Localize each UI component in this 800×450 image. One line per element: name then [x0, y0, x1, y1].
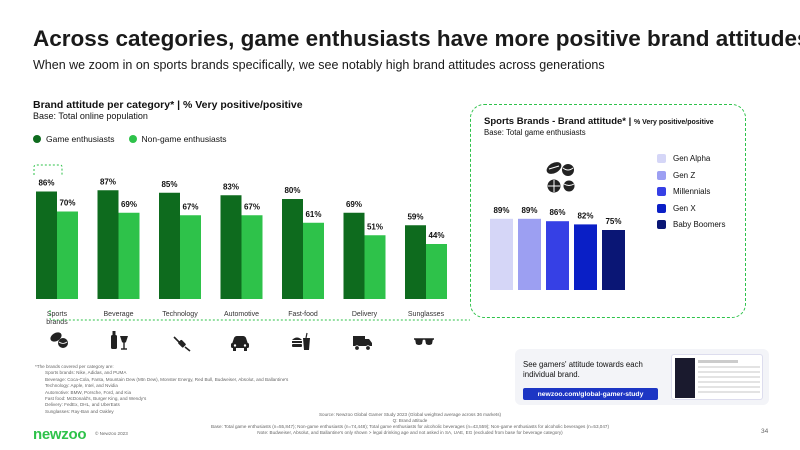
category-label: Sports	[47, 311, 68, 318]
technology-icon	[170, 331, 192, 353]
bar-game-enthusiasts-delivery	[343, 212, 365, 299]
legend-label: Millennials	[673, 187, 711, 196]
right-chart-legend: Gen Alpha Gen Z Millennials Gen X Baby B…	[657, 151, 725, 234]
data-label: 86%	[38, 179, 54, 188]
source-line: Note: Budweiser, Absolut, and Ballantine…	[257, 430, 563, 435]
data-label: 67%	[244, 202, 260, 211]
data-label: 44%	[428, 231, 444, 240]
fast-food-icon	[290, 330, 312, 352]
legend-label: Gen Alpha	[673, 154, 711, 163]
bar-game-enthusiasts-beverage	[97, 190, 119, 299]
legend-item-millennials: Millennials	[657, 184, 725, 199]
footnote-heading: *The brands covered per category are:	[35, 364, 114, 369]
source-note: Source: Newzoo Global Gamer Study 2023 (…	[210, 412, 610, 436]
delivery-icon	[351, 331, 373, 353]
source-line: Source: Newzoo Global Gamer Study 2023 (…	[318, 412, 502, 417]
right-chart-title-main: Sports Brands - Brand attitude* |	[484, 116, 632, 127]
source-line: Q: Brand attitude	[392, 418, 428, 423]
category-label: Automotive	[224, 311, 259, 318]
automotive-icon	[229, 331, 251, 353]
sports-highlight-bracket	[33, 164, 63, 175]
beverage-icon	[108, 329, 130, 351]
bar-non-game-enthusiasts-sports-brands	[57, 211, 78, 299]
sports-balls-icon	[543, 159, 577, 195]
legend-label: Non-game enthusiasts	[141, 134, 227, 144]
data-label: 85%	[161, 180, 177, 189]
right-chart-title: Sports Brands - Brand attitude* | % Very…	[484, 116, 714, 127]
data-label: 69%	[346, 200, 362, 209]
right-chart-title-measure: % Very positive/positive	[633, 119, 714, 126]
category-label: brands	[46, 319, 68, 326]
data-label: 87%	[100, 177, 116, 186]
newzoo-logo: newzoo	[33, 426, 87, 443]
callout-connector	[49, 310, 470, 321]
right-chart-base: Base: Total game enthusiasts	[484, 128, 586, 137]
promo-link-button[interactable]: newzoo.com/global-gamer-study	[523, 388, 658, 400]
bar-non-game-enthusiasts-beverage	[118, 212, 140, 299]
legend-swatch	[657, 203, 666, 213]
bar-game-enthusiasts-technology	[159, 192, 180, 299]
footnote-item: Sports brands: Nike, Adidas, and PUMA	[45, 370, 127, 376]
sports-brands-panel	[470, 104, 746, 318]
sunglasses-icon	[413, 331, 435, 353]
bar-non-game-enthusiasts-technology	[180, 215, 201, 299]
report-thumbnail	[671, 354, 763, 400]
data-label: 70%	[59, 199, 75, 208]
legend-item-baby-boomers: Baby Boomers	[657, 217, 725, 232]
data-label: 61%	[305, 210, 321, 219]
footnote-item: Beverage: Coca-Cola, Fanta, Mountain Dew…	[45, 376, 289, 382]
left-chart-base: Base: Total online population	[33, 111, 148, 121]
bar-game-enthusiasts-sports-brands	[36, 191, 57, 299]
category-label: Beverage	[104, 311, 134, 318]
bar-non-game-enthusiasts-sunglasses	[426, 244, 447, 299]
promo-text: See gamers' attitude towards each indivi…	[523, 360, 643, 379]
legend-label: Gen Z	[673, 170, 696, 180]
category-label: Sunglasses	[408, 311, 445, 318]
footnote: *The brands covered per category are: Sp…	[35, 364, 288, 415]
bar-non-game-enthusiasts-automotive	[241, 215, 263, 299]
page-number: 34	[761, 428, 769, 435]
left-chart-legend: Game enthusiasts Non-game enthusiasts	[33, 134, 227, 144]
footnote-item: Sunglasses: Ray-Ban and Oakley	[45, 408, 114, 414]
data-label: 80%	[284, 186, 300, 195]
bar-game-enthusiasts-fast-food	[282, 199, 303, 299]
category-label: Fast-food	[288, 311, 318, 318]
bar-non-game-enthusiasts-delivery	[364, 235, 386, 299]
legend-label: Gen X	[673, 203, 696, 213]
sports-icon	[48, 329, 70, 351]
bar-game-enthusiasts-automotive	[220, 195, 242, 299]
legend-swatch	[657, 170, 666, 180]
legend-swatch	[657, 220, 666, 229]
data-label: 67%	[182, 202, 198, 211]
category-label: Delivery	[352, 311, 378, 318]
page-subtitle: When we zoom in on sports brands specifi…	[33, 58, 605, 72]
copyright: © Newzoo 2023	[95, 431, 128, 436]
bar-game-enthusiasts-sunglasses	[405, 225, 426, 299]
footnote-item: Automotive: BMW, Porsche, Ford, and Kia	[45, 389, 132, 395]
bar-non-game-enthusiasts-fast-food	[303, 222, 324, 299]
legend-label: Game enthusiasts	[46, 134, 115, 144]
legend-swatch	[657, 187, 666, 196]
left-chart-title: Brand attitude per category* | % Very po…	[33, 99, 303, 111]
footnote-item: Fast food: McDonald's, Burger King, and …	[45, 396, 147, 402]
data-label: 69%	[121, 200, 137, 209]
legend-swatch	[128, 135, 137, 143]
page-title: Across categories, game enthusiasts have…	[33, 26, 800, 51]
legend-item-gen-alpha: Gen Alpha	[657, 151, 725, 166]
legend-item-game-enthusiasts: Game enthusiasts	[33, 134, 115, 144]
legend-swatch	[657, 154, 666, 163]
footnote-item: Technology: Apple, Intel, and Nvidia	[45, 383, 118, 389]
category-label: Technology	[162, 311, 198, 318]
data-label: 51%	[367, 222, 383, 231]
legend-item-gen-x: Gen X	[657, 201, 725, 216]
legend-item-non-game-enthusiasts: Non-game enthusiasts	[128, 134, 227, 144]
legend-label: Baby Boomers	[673, 220, 726, 229]
legend-item-gen-z: Gen Z	[657, 168, 725, 183]
source-line: Base: Total game enthusiasts (n=55,847);…	[211, 424, 609, 429]
footnote-item: Delivery: FedEx, DHL, and UberEats	[45, 402, 120, 408]
footnote-list: Sports brands: Nike, Adidas, and PUMA Be…	[35, 370, 288, 415]
legend-swatch	[33, 135, 41, 143]
data-label: 59%	[407, 212, 423, 221]
data-label: 83%	[223, 182, 239, 191]
